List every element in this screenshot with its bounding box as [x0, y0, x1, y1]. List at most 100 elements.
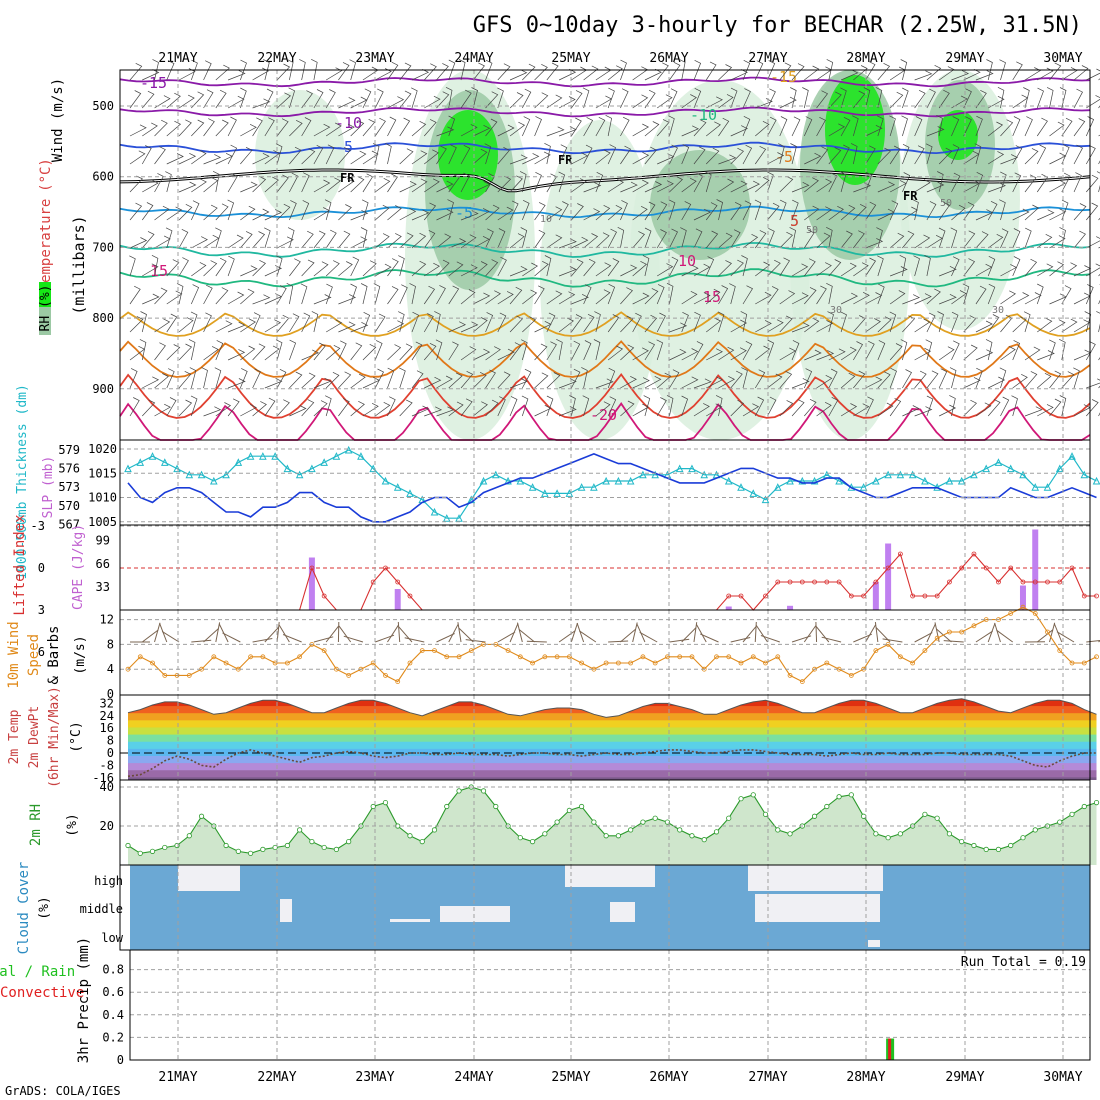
upper-wind-barb [203, 312, 212, 333]
upper-wind-barb [583, 208, 601, 221]
upper-wind-barb [644, 314, 658, 333]
upper-wind-barb [1000, 171, 1007, 193]
upper-wind-barb [715, 395, 723, 417]
thickness-point-36 [565, 489, 574, 497]
upper-wind-barb [1024, 371, 1038, 389]
slp-ytick-1005: 1005 [88, 515, 117, 529]
lifted-index-point-79 [1094, 593, 1099, 599]
upper-wind-barb [154, 318, 171, 333]
temp-label-7: -5 [775, 148, 793, 166]
upper-wind-barb [289, 371, 303, 389]
upper-wind-barb [828, 172, 838, 193]
upper-wind-barb [424, 376, 442, 389]
upper-wind-barb [362, 260, 377, 277]
upper-wind-barb [938, 201, 951, 221]
upper-wind-barb [853, 370, 866, 389]
upper-wind-barb [522, 153, 540, 165]
upper-wind-barb [569, 395, 576, 417]
upper-wind-barb [1036, 283, 1044, 305]
wind10-barb-78 [1086, 640, 1100, 643]
upper-wind-barb [289, 405, 307, 417]
wind10-barb-72 [996, 629, 1014, 643]
upper-wind-barb [1036, 117, 1048, 137]
thickness-point-63 [896, 470, 905, 479]
wind10-speed-point-10 [248, 654, 254, 660]
thickness-point-72 [1006, 464, 1015, 473]
upper-wind-barb [509, 396, 518, 417]
upper-wind-barb [666, 395, 674, 417]
upper-wind-barb [595, 289, 611, 305]
upper-wind-barb [877, 402, 894, 417]
cape-bar-61 [872, 582, 879, 610]
upper-wind-barb [338, 147, 351, 165]
upper-wind-barb [877, 371, 891, 389]
wind10-barb-70 [987, 623, 996, 643]
upper-wind-barb [779, 116, 788, 137]
thickness-point-69 [970, 470, 978, 479]
wind10-barb-58 [821, 636, 842, 643]
upper-wind-barb [311, 58, 318, 81]
wind10-barb-33 [518, 629, 535, 643]
upper-wind-barb [522, 116, 531, 137]
thickness-point-15 [308, 464, 316, 473]
upper-wind-barb [975, 349, 994, 361]
upper-wind-barb [129, 316, 144, 333]
upper-wind-barb [520, 227, 528, 249]
temp2m-unit: (°C) [69, 721, 84, 752]
thickness-point-71 [994, 458, 1003, 466]
upper-wind-barb [999, 367, 1007, 389]
wind10-speed-point-21 [383, 673, 388, 678]
upper-wind-barb [767, 60, 776, 81]
upper-wind-barb [534, 116, 542, 137]
wind10-speed-point-59 [848, 673, 854, 678]
upper-wind-barb [203, 346, 219, 361]
upper-wind-barb [301, 117, 312, 137]
upper-wind-barb [1049, 62, 1062, 81]
cape-bar-15 [308, 557, 315, 610]
upper-wind-barb [473, 124, 491, 137]
wind10-barb-37 [576, 622, 585, 643]
temp2m-ytick--16: -16 [92, 771, 114, 785]
upper-wind-barb [166, 60, 175, 81]
rh2m-point-70 [983, 846, 989, 853]
upper-wind-barb [853, 403, 870, 417]
upper-wind-barb [1012, 373, 1028, 389]
upper-wind-barb [644, 181, 663, 193]
upper-wind-barb [522, 316, 537, 333]
rh2m-point-25 [431, 827, 438, 833]
upper-wind-barb [804, 152, 822, 165]
upper-wind-barb [657, 180, 674, 193]
upper-wind-barb [240, 368, 248, 389]
upper-wind-barb [141, 145, 152, 165]
wind10-barb-44 [669, 638, 690, 643]
upper-wind-barb [936, 114, 943, 137]
upper-wind-barb [804, 177, 819, 193]
upper-wind-barb [742, 180, 760, 193]
upper-wind-barb [816, 116, 826, 137]
rh2m-point-26 [444, 803, 450, 810]
rh2m-point-18 [346, 838, 352, 845]
upper-wind-barb [276, 285, 287, 305]
upper-wind-barb [680, 227, 687, 249]
upper-wind-barb [311, 311, 319, 333]
upper-wind-barb [899, 254, 907, 277]
thickness-point-29 [479, 476, 488, 485]
upper-wind-barb [325, 260, 340, 277]
cloud-panel: high middle low [80, 865, 1090, 950]
upper-wind-barb [779, 400, 794, 417]
upper-wind-barb [129, 150, 146, 165]
lifted-index-point-64 [910, 593, 916, 599]
upper-wind-barb [705, 256, 715, 277]
lifted-index-point-23 [407, 593, 413, 599]
upper-wind-barb [141, 231, 155, 249]
upper-wind-barb [902, 143, 910, 165]
thickness-point-47 [700, 470, 709, 479]
rh2m-point-38 [591, 819, 597, 825]
upper-wind-barb [779, 347, 797, 361]
upper-wind-barb [938, 227, 946, 249]
wind10-speed-point-46 [689, 654, 695, 660]
upper-wind-barb [398, 255, 405, 277]
upper-wind-barb [436, 259, 450, 277]
upper-wind-barb [789, 227, 796, 249]
wind10-speed-point-50 [738, 660, 744, 666]
